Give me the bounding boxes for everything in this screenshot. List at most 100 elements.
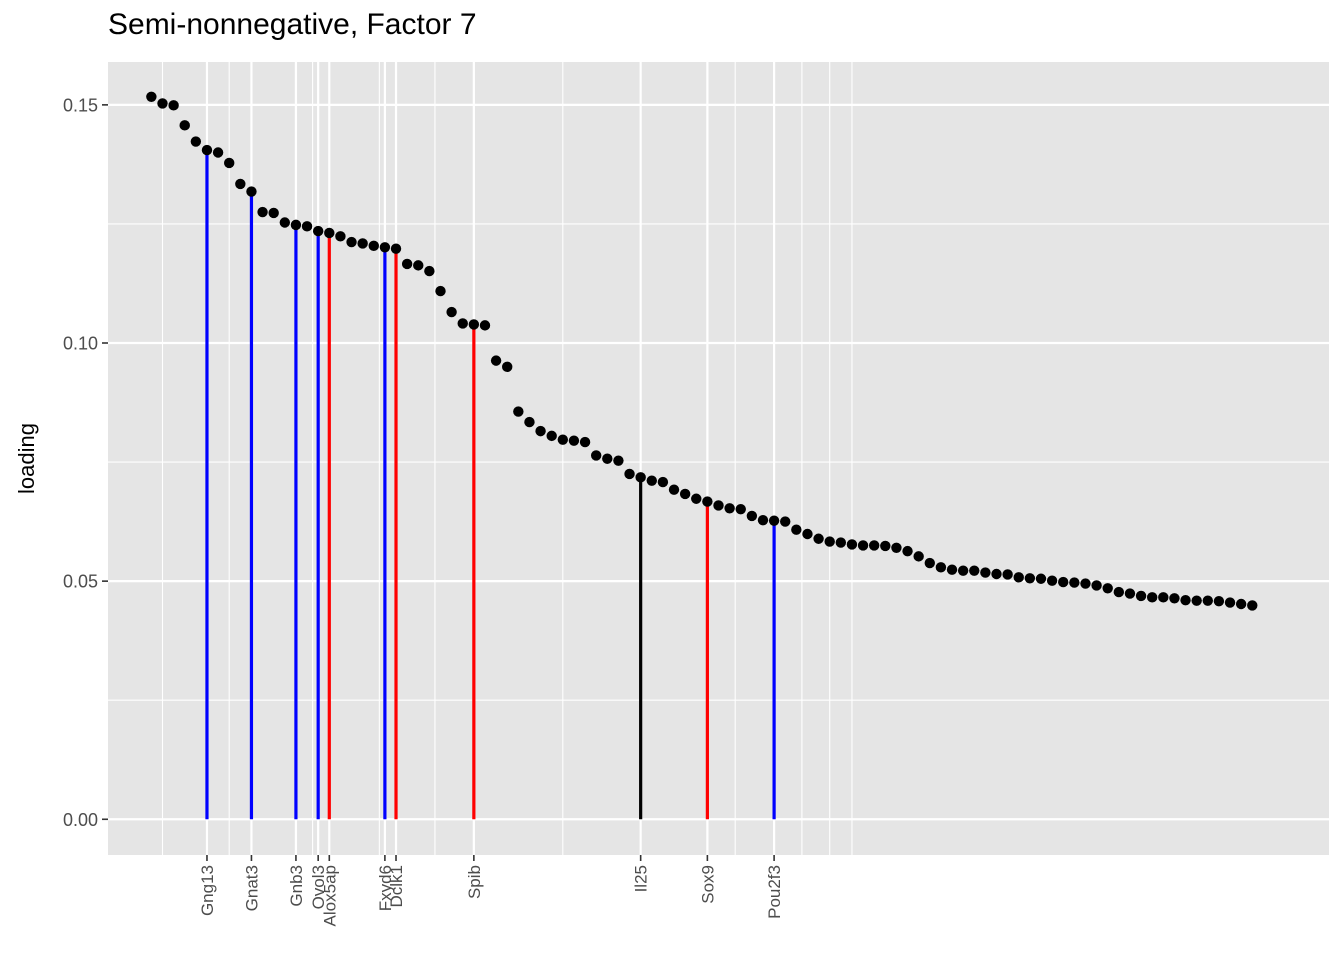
data-point xyxy=(201,144,213,156)
data-point xyxy=(1080,578,1091,589)
x-tick-label-dclk1: Dclk1 xyxy=(387,865,406,908)
data-point xyxy=(279,217,291,228)
plot-panel xyxy=(108,62,1329,855)
y-tick-label: 0.15 xyxy=(63,95,98,115)
data-point xyxy=(257,206,268,218)
data-point xyxy=(957,565,969,576)
data-point xyxy=(568,435,580,446)
data-point xyxy=(1002,569,1013,580)
data-point xyxy=(891,542,902,554)
x-tick-label-fxyd6: Fxyd6 xyxy=(376,865,395,911)
data-point xyxy=(1180,594,1191,606)
data-point xyxy=(791,524,802,535)
data-point xyxy=(524,416,535,428)
data-point xyxy=(1213,595,1225,607)
data-point xyxy=(579,436,591,448)
highlight-stems xyxy=(205,150,776,820)
data-point xyxy=(1124,588,1136,599)
data-point xyxy=(268,207,279,219)
data-point xyxy=(1247,600,1258,611)
data-point xyxy=(969,565,980,576)
data-point xyxy=(1235,598,1247,610)
data-point xyxy=(813,533,824,544)
data-point xyxy=(312,225,324,237)
data-point xyxy=(1035,573,1047,584)
data-point xyxy=(335,231,346,242)
data-point xyxy=(857,540,869,551)
x-tick-label-alox5ap: Alox5ap xyxy=(320,865,339,926)
data-point xyxy=(146,91,157,102)
data-point xyxy=(446,306,457,318)
data-point xyxy=(924,557,935,569)
data-point xyxy=(1046,575,1058,586)
data-point xyxy=(880,540,891,552)
data-point xyxy=(868,540,880,551)
data-point xyxy=(390,243,402,254)
data-points xyxy=(146,91,1258,611)
data-point xyxy=(602,453,613,464)
data-point xyxy=(235,178,246,190)
data-point xyxy=(557,434,569,445)
data-point xyxy=(946,564,958,575)
data-point xyxy=(490,355,502,366)
data-point xyxy=(224,157,235,169)
data-point xyxy=(190,136,202,147)
data-point xyxy=(657,476,669,488)
data-point xyxy=(724,503,735,514)
y-tick-label: 0.00 xyxy=(63,810,98,830)
data-point xyxy=(824,536,835,547)
x-tick-label-il25: Il25 xyxy=(632,865,651,892)
data-point xyxy=(1013,572,1024,583)
data-point xyxy=(379,242,391,253)
data-point xyxy=(413,260,424,271)
x-tick-label-gnb3: Gnb3 xyxy=(287,865,306,907)
data-point xyxy=(179,120,190,131)
data-point xyxy=(679,488,691,500)
data-point xyxy=(513,406,524,417)
data-point xyxy=(980,567,991,578)
x-tick-label-spib: Spib xyxy=(465,865,484,899)
data-point xyxy=(691,493,702,504)
data-point xyxy=(1091,580,1102,591)
data-point xyxy=(646,475,657,486)
data-point xyxy=(1169,593,1180,604)
data-point xyxy=(713,500,724,511)
x-tick-label-ovol3: Ovol3 xyxy=(309,865,328,909)
data-point xyxy=(157,98,168,109)
data-point xyxy=(546,430,557,442)
data-point xyxy=(502,361,513,373)
data-point xyxy=(1135,590,1147,602)
data-point xyxy=(401,258,413,270)
data-point xyxy=(1024,573,1036,584)
data-point xyxy=(368,240,379,252)
data-point xyxy=(168,100,179,111)
data-point xyxy=(246,186,257,197)
data-point xyxy=(768,515,780,526)
data-point xyxy=(290,219,302,231)
x-tick-label-gnat3: Gnat3 xyxy=(242,865,261,911)
data-point xyxy=(757,514,769,526)
data-point xyxy=(802,528,813,540)
data-point xyxy=(1224,597,1236,608)
data-point xyxy=(346,236,357,248)
data-point xyxy=(1202,595,1213,606)
x-tick-label-sox9: Sox9 xyxy=(698,865,717,904)
data-point xyxy=(835,537,847,548)
data-point xyxy=(668,484,680,495)
data-point xyxy=(435,285,446,297)
data-point xyxy=(468,319,480,330)
data-point xyxy=(1158,592,1169,603)
data-point xyxy=(357,238,368,249)
data-point xyxy=(457,318,468,329)
data-point xyxy=(613,455,624,466)
data-point xyxy=(902,545,913,557)
data-point xyxy=(1058,576,1069,588)
y-tick-label: 0.10 xyxy=(63,334,98,354)
data-point xyxy=(846,539,858,550)
data-point xyxy=(301,221,313,232)
y-axis-title: loading xyxy=(14,423,39,494)
data-point xyxy=(590,450,602,461)
data-point xyxy=(735,504,746,515)
